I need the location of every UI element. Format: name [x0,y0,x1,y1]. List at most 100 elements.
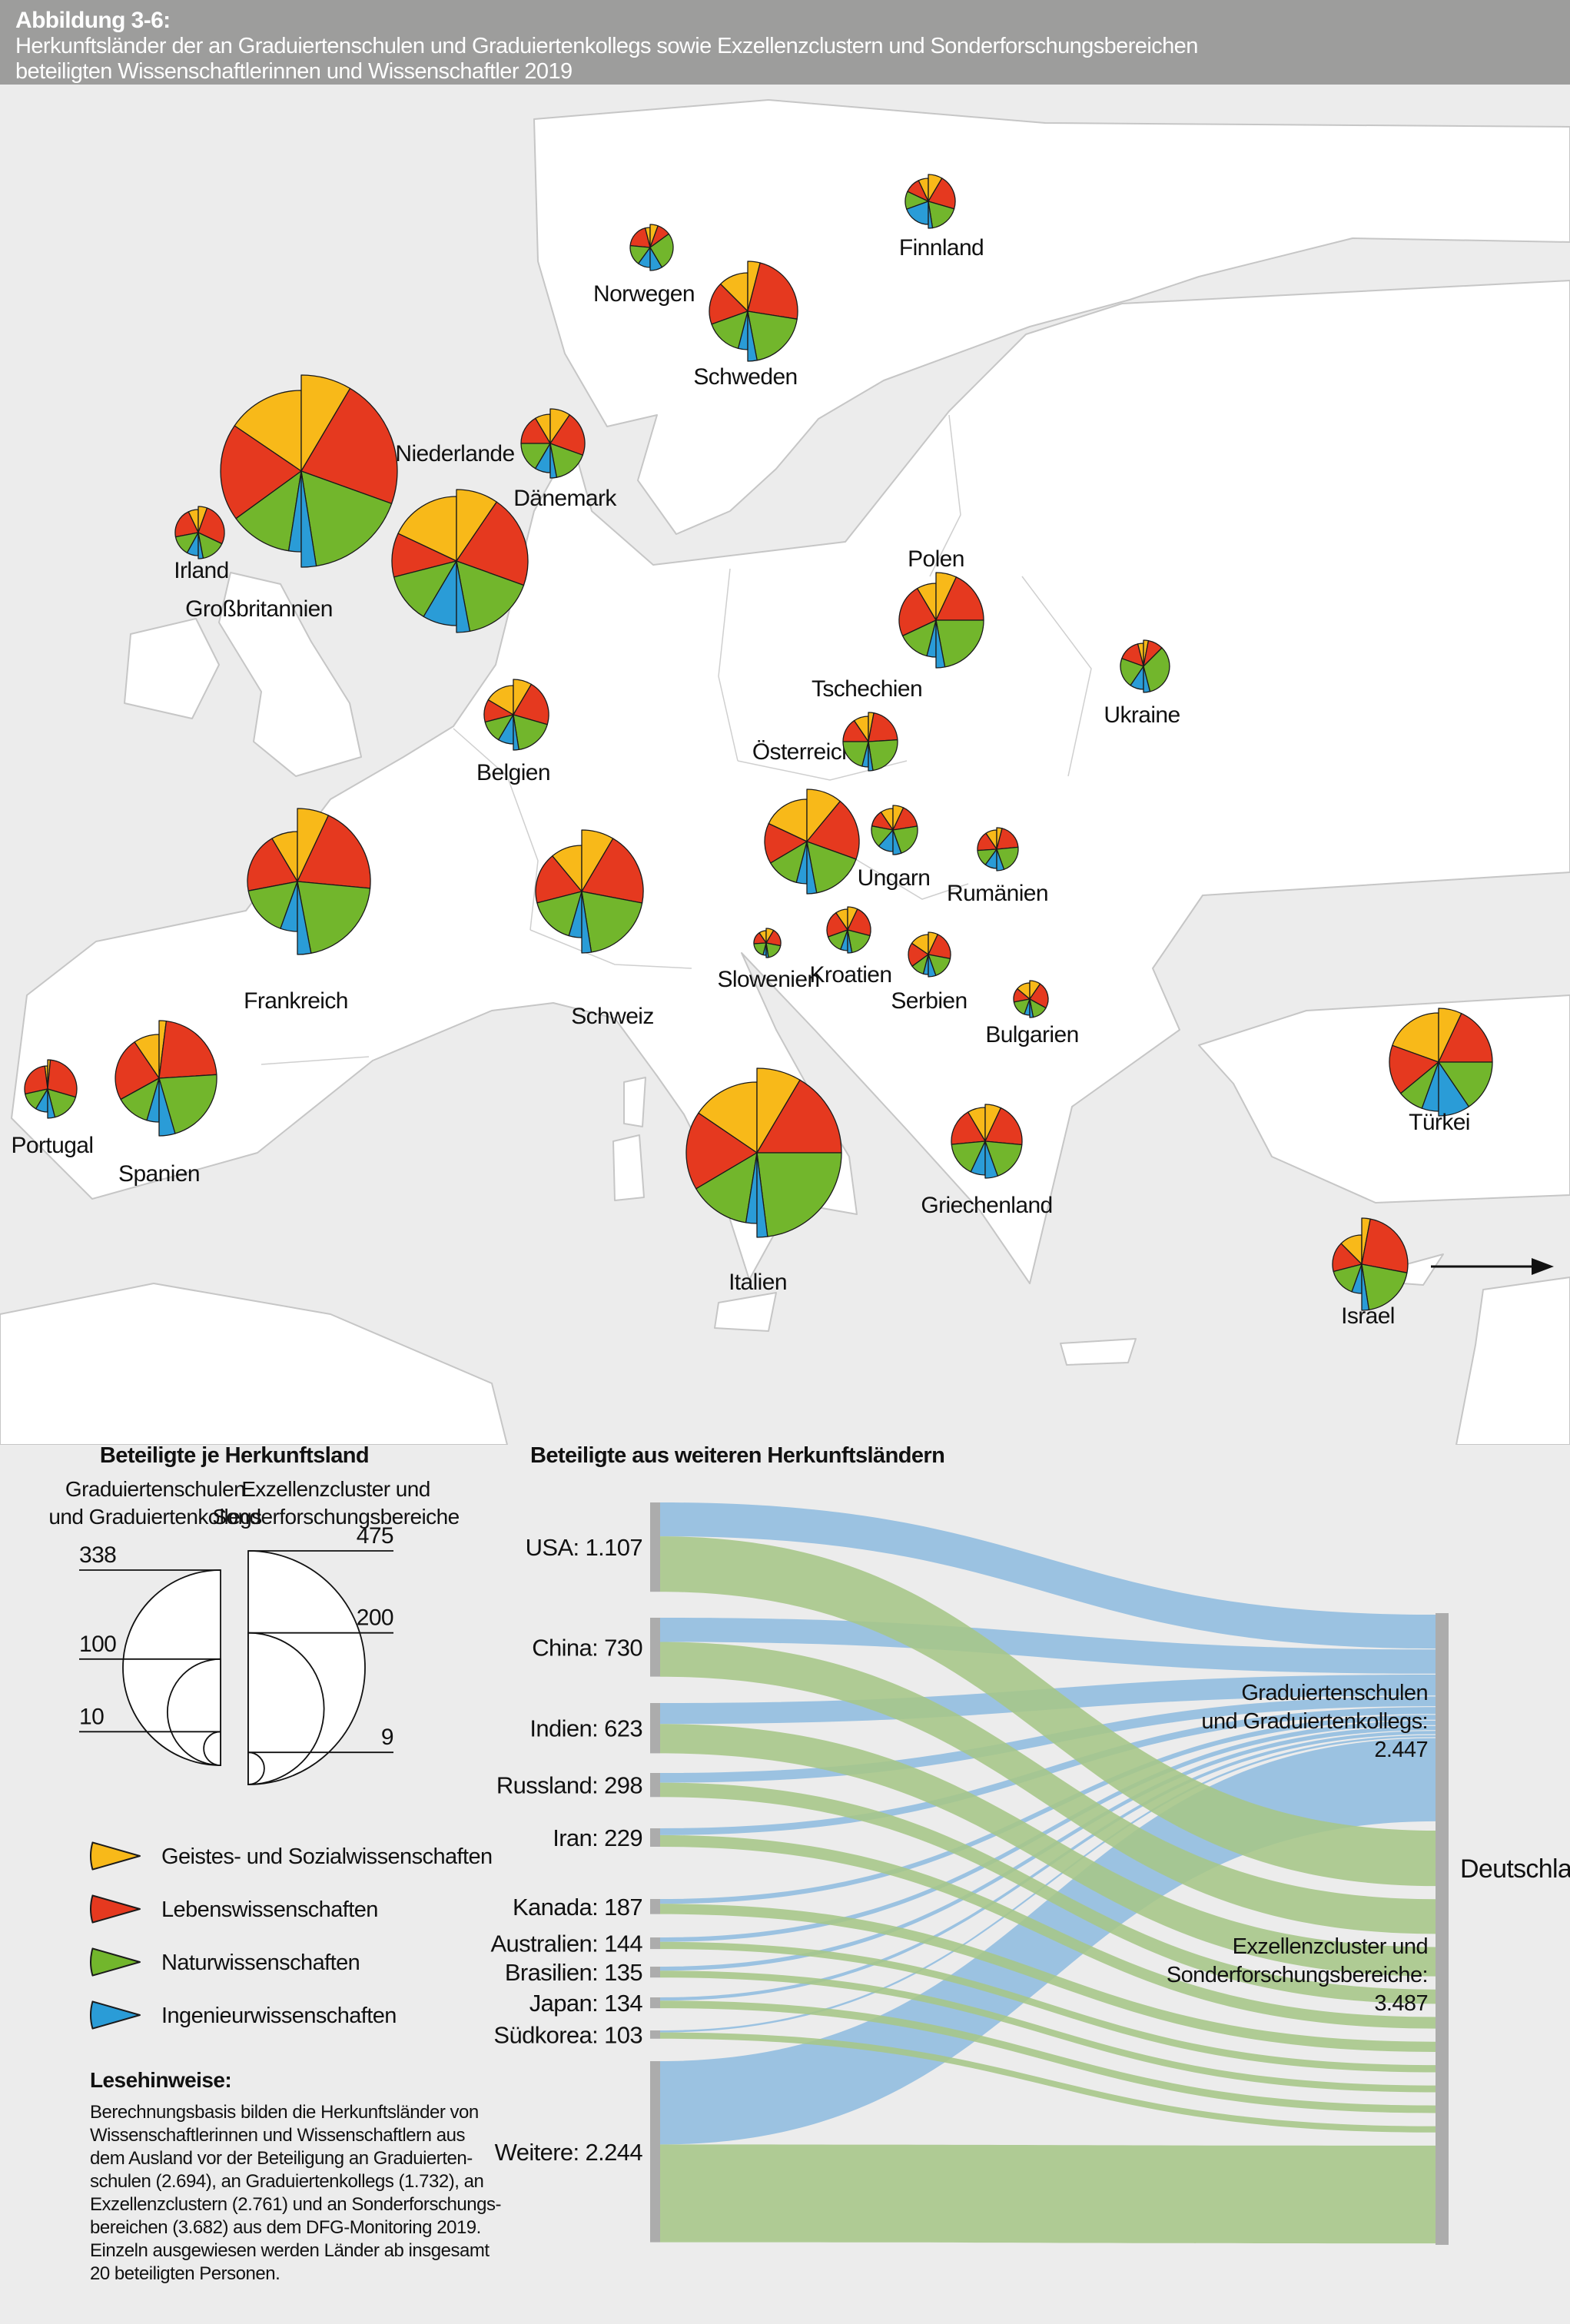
scale-tick-200: 200 [357,1605,393,1631]
flow-Kanada-exz [660,1904,1436,2052]
wedge-grad-1 [115,1041,160,1101]
wedge-exz-1 [300,387,398,504]
scale-tick-338: 338 [79,1542,116,1568]
wedge-exz-3 [756,1152,768,1238]
country-pie-Polen [898,572,984,669]
wedge-exz-1 [984,1107,1023,1146]
flow-Australien-grad [660,1720,1436,1942]
country-label-Ungarn: Ungarn [858,865,931,891]
country-label-Österreich: Österreich [752,739,854,765]
scale-tick-9: 9 [381,1725,393,1750]
israel-arrow [1431,1258,1554,1275]
country-pie-Norwegen [629,224,674,271]
wedge-exz-1 [1361,1218,1409,1273]
wedge-exz-2 [581,891,643,953]
country-pie-Frankreich [247,808,371,955]
flow-Südkorea-exz [660,2032,1436,2133]
notes-line: 20 beteiligten Personen. [90,2263,280,2284]
wedge-exz-2 [806,841,857,894]
flow-Australien-exz [660,1941,1436,2073]
sankey-title: Beteiligte aus weiteren Herkunftsländern [530,1445,944,1468]
wedge-exz-1 [756,1079,842,1154]
wedge-exz-1 [197,507,225,545]
source-node-Iran [650,1828,660,1847]
flow-Russland-exz [660,1782,1436,2004]
wedge-grad-1 [826,912,848,938]
notes-line: Berechnungsbasis bilden die Herkunftslän… [90,2102,479,2123]
wedge-exz-2 [868,739,898,772]
flow-Japan-grad [660,1731,1436,2001]
country-pie-Niederlande [391,489,529,633]
wedge-exz-2 [1438,1061,1493,1107]
wedge-exz-2 [756,1152,842,1237]
source-label-Brasilien: Brasilien: 135 [505,1959,642,1986]
country-pie-Israel [1332,1217,1409,1311]
land-levant [1455,1277,1570,1445]
land-continental-europe [11,280,1570,1284]
wedge-exz-2 [747,310,798,361]
source-node-Kanada [650,1899,660,1914]
wedge-exz-1 [935,576,984,621]
source-label-Indien: Indien: 623 [529,1715,642,1742]
wedge-grad-2 [1120,658,1144,686]
source-label-Kanada: Kanada: 187 [513,1894,642,1921]
source-node-Russland [650,1773,660,1798]
flow-USA-grad [660,1502,1436,1649]
wedge-exz-3 [747,310,758,362]
country-label-Spanien: Spanien [118,1161,200,1187]
notes-line: Wissenschaftlerinnen und Wissenschaftler… [90,2125,465,2146]
country-label-Niederlande: Niederlande [395,441,514,466]
wedge-exz-2 [1143,647,1170,692]
wedge-exz-2 [549,443,583,478]
scale-semicircle-R-9 [247,1751,265,1785]
landmasses [0,99,1570,1445]
notes-line: Exzellenzclustern (2.761) und an Sonderf… [90,2194,501,2215]
wedge-exz-1 [928,178,956,210]
wedge-exz-3 [197,532,204,559]
notes-line: Einzeln ausgewiesen werden Länder ab ins… [90,2240,490,2261]
country-label-Italien: Italien [729,1270,787,1295]
wedge-exz-3 [549,443,558,479]
country-label-Griechenland: Griechenland [921,1193,1052,1218]
flow-USA-exz [660,1536,1436,1887]
land-scandinavia [533,99,1570,535]
country-pie-Spanien [115,1020,217,1137]
scale-tick-475: 475 [357,1523,393,1549]
land-britain [218,572,362,777]
wedge-exz-1 [747,262,798,320]
flow-Japan-exz [660,2000,1436,2113]
wedge-exz-3 [892,829,902,855]
target-label-exz: Exzellenzcluster und [1233,1934,1428,1959]
wedge-exz-3 [765,942,769,958]
country-pie-Ungarn [871,805,918,855]
wedge-exz-1 [868,712,898,742]
source-node-China [650,1618,660,1677]
country-pie-Irland [174,506,225,559]
country-pie-Slowenien [753,928,782,958]
scale-tick-10: 10 [79,1704,104,1729]
source-label-USA: USA: 1.107 [526,1534,642,1561]
wedge-exz-1 [1438,1013,1493,1063]
target-label-grad: und Graduiertenkollegs: [1201,1709,1428,1734]
country-pie-Serbien [908,931,951,978]
wedge-grad-1 [951,1111,986,1145]
flow-Russland-grad [660,1696,1436,1783]
wedge-exz-1 [158,1020,217,1079]
country-label-Frankreich: Frankreich [244,988,348,1014]
wedge-grad-2 [235,470,302,552]
target-label-exz: Sonderforschungsbereiche: [1167,1963,1428,1987]
wedge-grad-0 [768,798,808,842]
wedge-exz-1 [806,800,860,860]
scale-tick-100: 100 [79,1632,116,1657]
category-swatch-green [90,1947,141,1977]
land-crete [1060,1338,1137,1366]
country-label-Belgien: Belgien [476,760,550,785]
category-label-1: Lebenswissenschaften [161,1897,378,1922]
country-label-Türkei: Türkei [1409,1110,1470,1135]
legend-title: Beteiligte je Herkunftsland [100,1445,369,1468]
wedge-grad-1 [247,838,298,891]
source-node-Japan [650,1997,660,2009]
country-label-Kroatien: Kroatien [810,962,892,988]
wedge-exz-3 [456,560,471,633]
